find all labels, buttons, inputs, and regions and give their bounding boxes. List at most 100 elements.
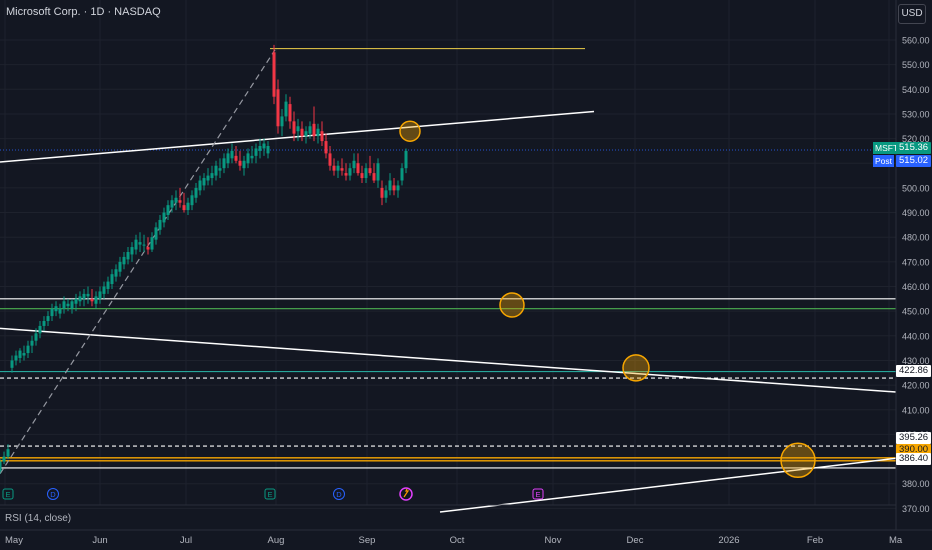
candle-body xyxy=(98,291,102,299)
candle-body xyxy=(222,158,226,169)
candle-body xyxy=(312,123,316,137)
candle-body xyxy=(242,160,246,169)
candle-body xyxy=(158,219,162,230)
candle-body xyxy=(38,325,42,334)
candle-body xyxy=(292,121,296,134)
circle-marker-1[interactable] xyxy=(499,292,525,318)
time-tick-label: Sep xyxy=(359,535,376,546)
candle-body xyxy=(364,168,368,179)
candle-body xyxy=(246,153,250,164)
time-tick-label: Dec xyxy=(627,535,644,546)
candle-body xyxy=(296,126,300,132)
level-tag-386: 386.40 xyxy=(896,453,932,465)
candle-body xyxy=(324,141,328,154)
price-tick-label: 440.00 xyxy=(902,331,930,341)
candle-body xyxy=(300,128,304,137)
earnings-marker-icon[interactable] xyxy=(532,488,544,500)
candle-body xyxy=(376,163,380,181)
dividend-marker-icon[interactable] xyxy=(333,488,345,500)
candle-body xyxy=(226,153,230,164)
candle-body xyxy=(304,131,308,137)
post-price-symbol: Post xyxy=(873,155,895,167)
candle-body xyxy=(404,150,408,169)
candle-body xyxy=(388,180,392,191)
price-tick-label: 490.00 xyxy=(902,208,930,218)
time-tick-label: Nov xyxy=(545,535,562,546)
time-tick-label: 2026 xyxy=(718,535,739,546)
trend-line-3[interactable] xyxy=(0,49,276,475)
circle-marker-3[interactable] xyxy=(780,442,816,479)
candle-body xyxy=(94,296,98,304)
earnings-marker-icon[interactable] xyxy=(2,488,14,500)
candle-body xyxy=(218,168,222,171)
candle-body xyxy=(146,247,150,250)
candle-body xyxy=(18,350,22,358)
candle-body xyxy=(250,155,254,159)
candles xyxy=(0,44,408,474)
candle-body xyxy=(182,205,186,211)
candle-body xyxy=(214,165,218,176)
candle-body xyxy=(400,168,404,181)
candle-body xyxy=(178,200,182,203)
candle-body xyxy=(42,321,46,326)
candle-body xyxy=(202,178,206,186)
dividend-marker-icon[interactable] xyxy=(47,488,59,500)
price-tick-label: 430.00 xyxy=(902,356,930,366)
candle-body xyxy=(50,308,54,317)
time-axis[interactable]: May Jun Jul Aug Sep Oct Nov Dec 2026 Feb Ma xyxy=(5,535,903,546)
candle-body xyxy=(320,131,324,142)
candle-body xyxy=(126,251,130,260)
symbol-title[interactable]: Microsoft Corp. · 1D · NASDAQ xyxy=(6,6,161,18)
trend-line-2[interactable] xyxy=(439,457,897,513)
price-axis[interactable]: 560.00550.00540.00530.00520.00510.00500.… xyxy=(902,36,930,514)
candle-body xyxy=(328,153,332,166)
candle-body xyxy=(110,274,114,285)
candle-body xyxy=(134,239,138,250)
candle-body xyxy=(78,296,82,302)
candle-body xyxy=(2,456,6,462)
chart-grid xyxy=(0,0,896,509)
candle-body xyxy=(280,116,284,127)
candle-body xyxy=(340,168,344,171)
candle-body xyxy=(154,227,158,240)
candle-body xyxy=(348,168,352,176)
time-tick-label: May xyxy=(5,535,23,546)
candle-body xyxy=(34,333,38,341)
candle-body xyxy=(86,293,90,297)
candle-body xyxy=(336,165,340,171)
trend-line-1[interactable] xyxy=(0,327,897,393)
price-tick-label: 370.00 xyxy=(902,504,930,514)
candle-body xyxy=(166,205,170,216)
circle-markers[interactable] xyxy=(399,120,816,479)
circle-marker-2[interactable] xyxy=(622,354,650,382)
candle-body xyxy=(82,293,86,299)
candle-body xyxy=(122,256,126,265)
candle-body xyxy=(332,165,336,171)
currency-button[interactable]: USD xyxy=(898,4,926,24)
candle-body xyxy=(206,175,210,181)
time-tick-label: Oct xyxy=(450,535,465,546)
candle-body xyxy=(130,247,134,255)
horizontal-levels[interactable] xyxy=(0,48,896,469)
price-tick-label: 480.00 xyxy=(902,233,930,243)
candle-body xyxy=(368,168,372,174)
candle-body xyxy=(174,197,178,203)
trend-line-0[interactable] xyxy=(0,110,595,163)
candle-body xyxy=(62,301,66,309)
candle-body xyxy=(352,160,356,169)
earnings-marker-label: E xyxy=(267,490,272,499)
earnings-marker-icon[interactable] xyxy=(264,488,276,500)
dividend-marker-label: D xyxy=(50,490,56,499)
candle-body xyxy=(6,449,10,457)
candle-body xyxy=(284,101,288,117)
price-tick-label: 470.00 xyxy=(902,257,930,267)
candle-body xyxy=(150,237,154,250)
rsi-indicator-label[interactable]: RSI (14, close) xyxy=(5,513,72,524)
candle-body xyxy=(30,340,34,346)
circle-marker-0[interactable] xyxy=(399,120,421,142)
trend-lines[interactable] xyxy=(0,49,897,513)
time-tick-label: Jul xyxy=(180,535,192,546)
candle-body xyxy=(10,360,14,368)
